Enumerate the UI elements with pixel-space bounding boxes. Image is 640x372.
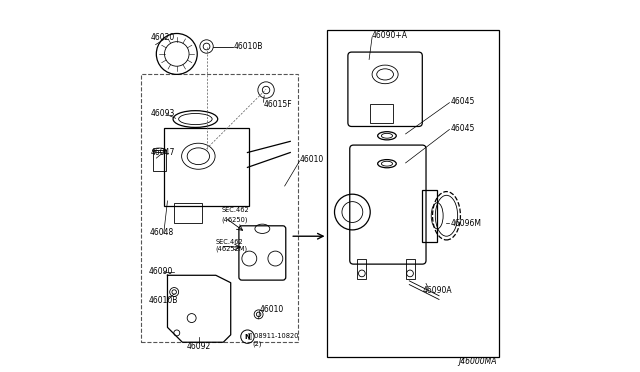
- Text: (46252M): (46252M): [216, 246, 248, 253]
- Bar: [422, 190, 437, 242]
- Text: J46000MA: J46000MA: [458, 357, 497, 366]
- Text: 46045: 46045: [450, 124, 475, 133]
- Text: 46010: 46010: [300, 155, 324, 164]
- Text: 46090+A: 46090+A: [372, 31, 408, 40]
- Text: 46048: 46048: [150, 228, 174, 237]
- Text: 46096M: 46096M: [450, 219, 481, 228]
- Text: 46010B: 46010B: [148, 296, 177, 305]
- Text: (46250): (46250): [221, 216, 248, 223]
- Text: (2): (2): [252, 341, 262, 347]
- Text: 46093: 46093: [151, 109, 175, 118]
- Text: 46090A: 46090A: [422, 286, 452, 295]
- Bar: [357, 259, 367, 279]
- Text: SEC.462: SEC.462: [216, 239, 244, 245]
- Text: 46015F: 46015F: [264, 100, 292, 109]
- Text: 46090: 46090: [148, 267, 173, 276]
- Text: 46045: 46045: [450, 97, 475, 106]
- Bar: [174, 203, 202, 223]
- Text: 46020: 46020: [151, 33, 175, 42]
- Text: 46047: 46047: [151, 148, 175, 157]
- Bar: [370, 104, 392, 123]
- Text: 46010B: 46010B: [234, 42, 263, 51]
- Text: SEC.462: SEC.462: [221, 207, 249, 213]
- Bar: [406, 259, 415, 279]
- Text: 46092: 46092: [187, 342, 211, 351]
- Text: N: N: [244, 334, 250, 340]
- Text: Ⓝ 08911-10820: Ⓝ 08911-10820: [248, 332, 299, 339]
- Bar: [152, 150, 166, 171]
- Text: 46010: 46010: [260, 305, 284, 314]
